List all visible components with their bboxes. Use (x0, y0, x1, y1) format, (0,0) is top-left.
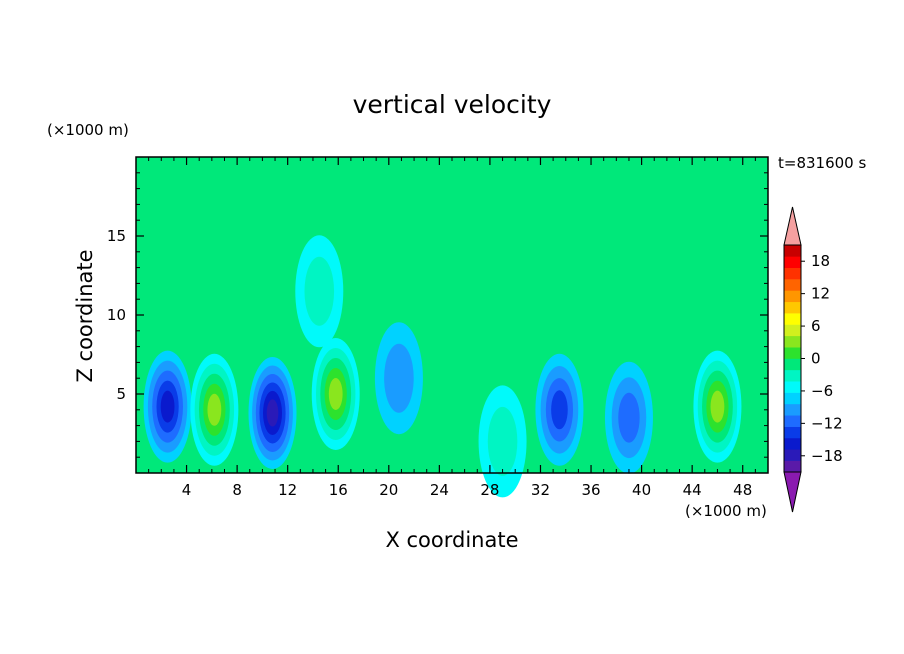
y-axis-label: Z coordinate (73, 249, 97, 382)
velocity-cell-7 (535, 353, 584, 466)
colorbar-band (784, 313, 801, 325)
plot-background (136, 157, 768, 473)
x-tick-label: 4 (182, 481, 192, 499)
colorbar-max-arrow (783, 206, 802, 246)
velocity-cell-9 (693, 350, 742, 463)
colorbar-label: −6 (811, 382, 833, 400)
velocity-cell-1 (190, 353, 239, 466)
colorbar-label: −18 (811, 447, 843, 465)
contour-band (618, 392, 640, 443)
colorbar-band (784, 437, 801, 450)
colorbar-band (784, 426, 801, 439)
x-axis-label: X coordinate (385, 528, 518, 552)
colorbar-band (784, 301, 801, 314)
contour-band (487, 406, 518, 476)
x-axis-ticks: 4 8 12 16 20 24 28 32 36 40 44 48 (148, 157, 756, 499)
x-tick-label: 20 (379, 481, 398, 499)
velocity-cell-2 (248, 356, 297, 469)
x-tick-label: 44 (683, 481, 702, 499)
contour-band (160, 390, 175, 423)
time-label: t=831600 s (778, 154, 866, 172)
x-unit-label: (×1000 m) (685, 502, 767, 520)
colorbar-band (784, 347, 801, 359)
colorbar-band (784, 392, 801, 405)
colorbar-band (784, 279, 801, 291)
velocity-cell-5 (374, 322, 423, 435)
y-unit-label: (×1000 m) (47, 121, 129, 139)
x-tick-label: 16 (329, 481, 348, 499)
y-tick-label: 10 (107, 306, 126, 324)
colorbar-band (784, 267, 801, 280)
x-tick-label: 36 (581, 481, 600, 499)
x-tick-label: 28 (480, 481, 499, 499)
colorbar-band (784, 324, 801, 337)
x-tick-label: 32 (531, 481, 550, 499)
velocity-features (143, 235, 742, 498)
velocity-cell-8 (604, 361, 653, 474)
contour-band (266, 399, 279, 427)
colorbar-band (784, 290, 801, 303)
colorbar-label: 0 (811, 350, 821, 368)
colorbar-min-arrow (783, 471, 802, 513)
contour-band (384, 343, 414, 413)
x-tick-label: 12 (278, 481, 297, 499)
colorbar-band (784, 256, 801, 268)
x-tick-label: 40 (632, 481, 651, 499)
y-tick-label: 15 (107, 227, 126, 245)
colorbar-label: −12 (811, 414, 843, 432)
colorbar-band (784, 245, 801, 257)
velocity-cell-0 (143, 350, 192, 463)
colorbar-band (784, 460, 801, 473)
colorbar-band (784, 449, 801, 461)
velocity-cell-3 (311, 338, 360, 450)
contour-band (304, 256, 335, 326)
contour-band (551, 390, 568, 430)
x-tick-label: 48 (733, 481, 752, 499)
colorbar-label: 12 (811, 285, 830, 303)
chart-title: vertical velocity (353, 90, 552, 119)
y-axis-ticks: 5 10 15 (107, 172, 768, 458)
colorbar-band (784, 369, 801, 382)
contour-band (710, 390, 725, 423)
contour-band (328, 378, 343, 410)
x-tick-label: 8 (232, 481, 242, 499)
colorbar-label: 6 (811, 317, 821, 335)
colorbar-band (784, 415, 801, 427)
contour-band (207, 393, 222, 426)
colorbar-band (784, 358, 801, 371)
colorbar: −18 −12 −6 0 6 12 18 (783, 206, 843, 513)
plot-area (135, 156, 769, 498)
colorbar-label: 18 (811, 252, 830, 270)
y-tick-label: 5 (116, 385, 126, 403)
velocity-cell-6 (478, 385, 527, 498)
colorbar-band (784, 335, 801, 348)
colorbar-band (784, 403, 801, 416)
x-tick-label: 24 (430, 481, 449, 499)
colorbar-band (784, 381, 801, 393)
velocity-cell-4 (295, 235, 344, 348)
